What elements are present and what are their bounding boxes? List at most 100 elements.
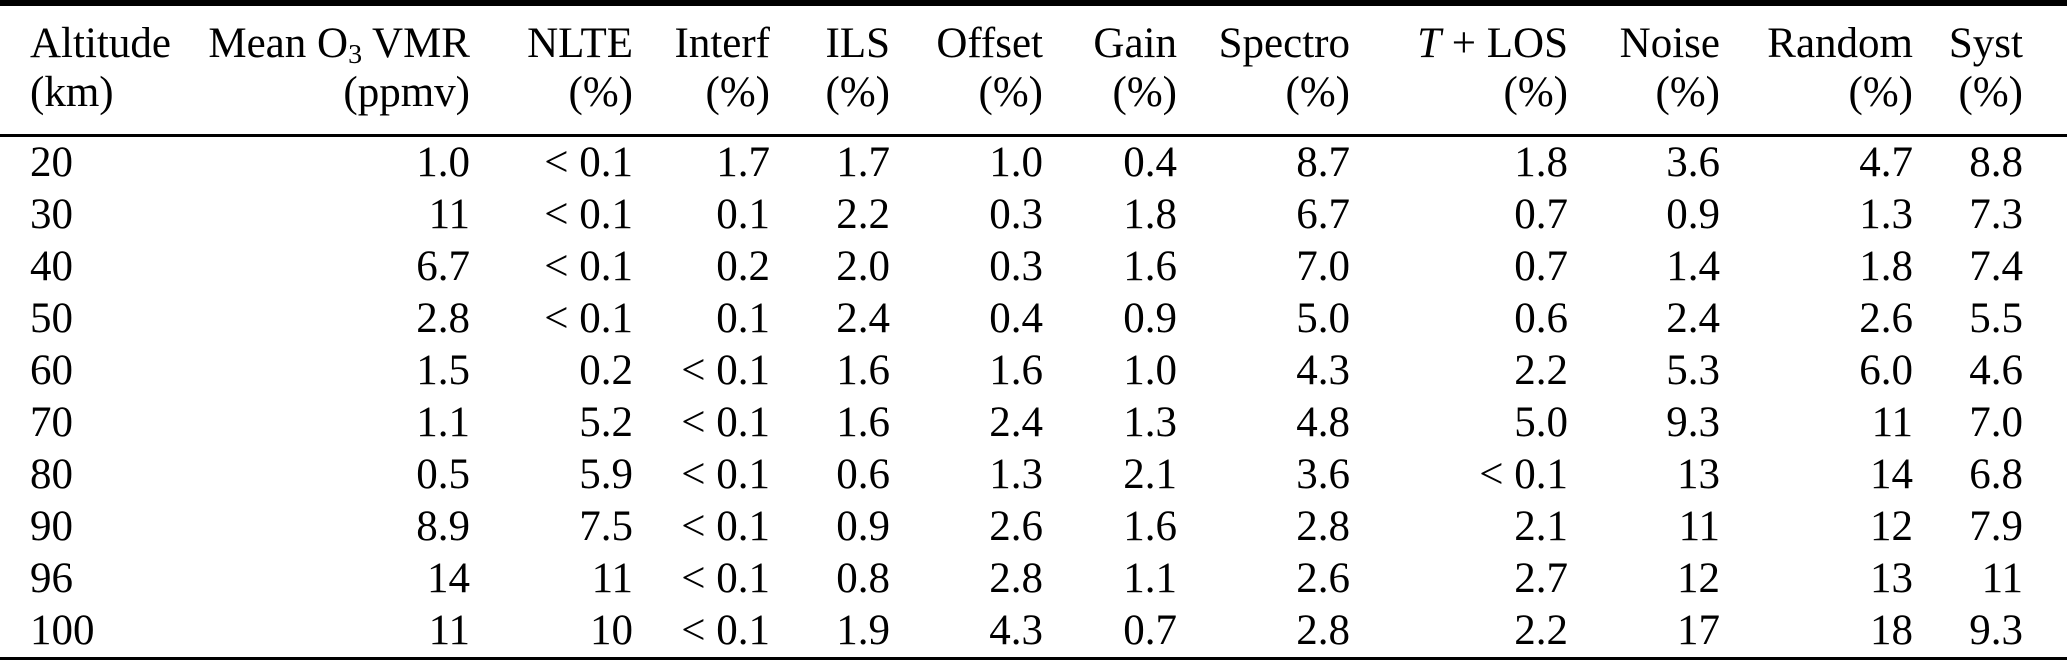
cell-20km-t-plus-los: 1.8 bbox=[1514, 139, 1568, 186]
cell-80km-nlte: 5.9 bbox=[579, 451, 633, 498]
cell-96km-gain: 1.1 bbox=[1123, 555, 1177, 602]
unit-header-mean-o3-vmr: (ppmv) bbox=[170, 68, 470, 137]
cell-90km-ils: 0.9 bbox=[836, 503, 890, 550]
cell-100km-spectro: 2.8 bbox=[1296, 607, 1350, 654]
cell-40km-noise: 1.4 bbox=[1666, 243, 1720, 290]
col-header-random: Random bbox=[1720, 3, 1913, 68]
cell-50km-t-plus-los: 0.6 bbox=[1514, 295, 1568, 342]
header-text-segment: Altitude bbox=[30, 20, 171, 67]
cell-96km-mean-o3-vmr: 14 bbox=[427, 555, 470, 602]
cell-70km-gain: 1.3 bbox=[1123, 399, 1177, 446]
cell-70km-syst: 7.0 bbox=[1969, 399, 2023, 446]
cell-70km-offset: 2.4 bbox=[989, 399, 1043, 446]
cell-100km-interf: < 0.1 bbox=[681, 607, 770, 654]
cell-40km-t-plus-los: 0.7 bbox=[1514, 243, 1568, 290]
cell-50km-altitude: 50 bbox=[30, 295, 73, 342]
cell-70km-nlte: 5.2 bbox=[579, 399, 633, 446]
table-row-80km: 80 0.5 5.9 < 0.1 0.6 1.3 2.1 3.6 < 0.1 13 14 6.8 bbox=[0, 449, 2067, 501]
header-text-segment: VMR bbox=[362, 20, 470, 67]
header-title-row: Altitude Mean O3 VMR NLTE Interf ILS Offset Ga… bbox=[0, 3, 2067, 71]
cell-20km-noise: 3.6 bbox=[1666, 139, 1720, 186]
header-unit-row: (km) (ppmv) (%) (%) (%) (%) (%) (%) (%) (%) (%) (%) bbox=[0, 68, 2067, 137]
cell-96km-t-plus-los: 2.7 bbox=[1514, 555, 1568, 602]
cell-30km-spectro: 6.7 bbox=[1296, 191, 1350, 238]
cell-80km-random: 14 bbox=[1870, 451, 1913, 498]
cell-50km-offset: 0.4 bbox=[989, 295, 1043, 342]
cell-20km-random: 4.7 bbox=[1859, 139, 1913, 186]
cell-20km-nlte: < 0.1 bbox=[544, 139, 633, 186]
cell-50km-noise: 2.4 bbox=[1666, 295, 1720, 342]
cell-30km-noise: 0.9 bbox=[1666, 191, 1720, 238]
cell-80km-noise: 13 bbox=[1677, 451, 1720, 498]
cell-40km-ils: 2.0 bbox=[836, 243, 890, 290]
cell-80km-ils: 0.6 bbox=[836, 451, 890, 498]
cell-80km-interf: < 0.1 bbox=[681, 451, 770, 498]
cell-100km-syst: 9.3 bbox=[1969, 607, 2023, 654]
cell-80km-t-plus-los: < 0.1 bbox=[1479, 451, 1568, 498]
cell-100km-offset: 4.3 bbox=[989, 607, 1043, 654]
header-text-segment: Spectro bbox=[1218, 20, 1350, 67]
col-header-nlte: NLTE bbox=[470, 3, 633, 68]
cell-50km-ils: 2.4 bbox=[836, 295, 890, 342]
cell-40km-mean-o3-vmr: 6.7 bbox=[416, 243, 470, 290]
cell-70km-spectro: 4.8 bbox=[1296, 399, 1350, 446]
table-row-100km: 100 11 10 < 0.1 1.9 4.3 0.7 2.8 2.2 17 18 9.3 bbox=[0, 605, 2067, 659]
table-row-60km: 60 1.5 0.2 < 0.1 1.6 1.6 1.0 4.3 2.2 5.3 6.0 4.6 bbox=[0, 345, 2067, 397]
cell-30km-altitude: 30 bbox=[30, 191, 73, 238]
header-text-segment: Interf bbox=[674, 20, 771, 67]
col-header-gain: Gain bbox=[1043, 3, 1177, 68]
unit-header-altitude: (km) bbox=[0, 68, 170, 137]
cell-70km-mean-o3-vmr: 1.1 bbox=[416, 399, 470, 446]
cell-60km-ils: 1.6 bbox=[836, 347, 890, 394]
unit-header-noise: (%) bbox=[1568, 68, 1720, 137]
cell-50km-interf: 0.1 bbox=[716, 295, 770, 342]
cell-96km-altitude: 96 bbox=[30, 555, 73, 602]
cell-90km-interf: < 0.1 bbox=[681, 503, 770, 550]
table-row-50km: 50 2.8 < 0.1 0.1 2.4 0.4 0.9 5.0 0.6 2.4 2.6 5.5 bbox=[0, 293, 2067, 345]
cell-70km-t-plus-los: 5.0 bbox=[1514, 399, 1568, 446]
cell-70km-altitude: 70 bbox=[30, 399, 73, 446]
table-header: Altitude Mean O3 VMR NLTE Interf ILS Offset Ga… bbox=[0, 3, 2067, 137]
col-header-interf: Interf bbox=[633, 3, 771, 68]
cell-50km-mean-o3-vmr: 2.8 bbox=[416, 295, 470, 342]
cell-80km-gain: 2.1 bbox=[1123, 451, 1177, 498]
cell-20km-offset: 1.0 bbox=[989, 139, 1043, 186]
cell-40km-gain: 1.6 bbox=[1123, 243, 1177, 290]
table-row-40km: 40 6.7 < 0.1 0.2 2.0 0.3 1.6 7.0 0.7 1.4 1.8 7.4 bbox=[0, 241, 2067, 293]
cell-30km-offset: 0.3 bbox=[989, 191, 1043, 238]
cell-60km-noise: 5.3 bbox=[1666, 347, 1720, 394]
header-text-segment: 3 bbox=[348, 39, 363, 71]
cell-96km-spectro: 2.6 bbox=[1296, 555, 1350, 602]
cell-90km-nlte: 7.5 bbox=[579, 503, 633, 550]
cell-60km-nlte: 0.2 bbox=[579, 347, 633, 394]
header-text-segment: Syst bbox=[1948, 20, 2023, 67]
unit-header-offset: (%) bbox=[890, 68, 1043, 137]
unit-header-syst: (%) bbox=[1913, 68, 2067, 137]
header-text-segment: Mean O bbox=[208, 20, 349, 67]
cell-30km-random: 1.3 bbox=[1859, 191, 1913, 238]
cell-20km-altitude: 20 bbox=[30, 139, 73, 186]
cell-30km-gain: 1.8 bbox=[1123, 191, 1177, 238]
header-text-segment: ILS bbox=[825, 20, 891, 67]
cell-100km-t-plus-los: 2.2 bbox=[1514, 607, 1568, 654]
col-header-noise: Noise bbox=[1568, 3, 1720, 68]
cell-60km-gain: 1.0 bbox=[1123, 347, 1177, 394]
cell-90km-spectro: 2.8 bbox=[1296, 503, 1350, 550]
header-text-segment: Noise bbox=[1619, 20, 1720, 67]
unit-header-interf: (%) bbox=[633, 68, 770, 137]
cell-96km-random: 13 bbox=[1870, 555, 1913, 602]
cell-20km-spectro: 8.7 bbox=[1296, 139, 1350, 186]
cell-40km-altitude: 40 bbox=[30, 243, 73, 290]
cell-90km-noise: 11 bbox=[1678, 503, 1720, 550]
cell-90km-mean-o3-vmr: 8.9 bbox=[416, 503, 470, 550]
col-header-offset: Offset bbox=[890, 3, 1043, 68]
cell-100km-noise: 17 bbox=[1677, 607, 1720, 654]
header-text-segment: Gain bbox=[1093, 20, 1177, 67]
cell-50km-nlte: < 0.1 bbox=[544, 295, 633, 342]
cell-96km-noise: 12 bbox=[1677, 555, 1720, 602]
cell-100km-nlte: 10 bbox=[590, 607, 633, 654]
cell-80km-offset: 1.3 bbox=[989, 451, 1043, 498]
cell-60km-altitude: 60 bbox=[30, 347, 73, 394]
cell-60km-random: 6.0 bbox=[1859, 347, 1913, 394]
cell-90km-random: 12 bbox=[1870, 503, 1913, 550]
